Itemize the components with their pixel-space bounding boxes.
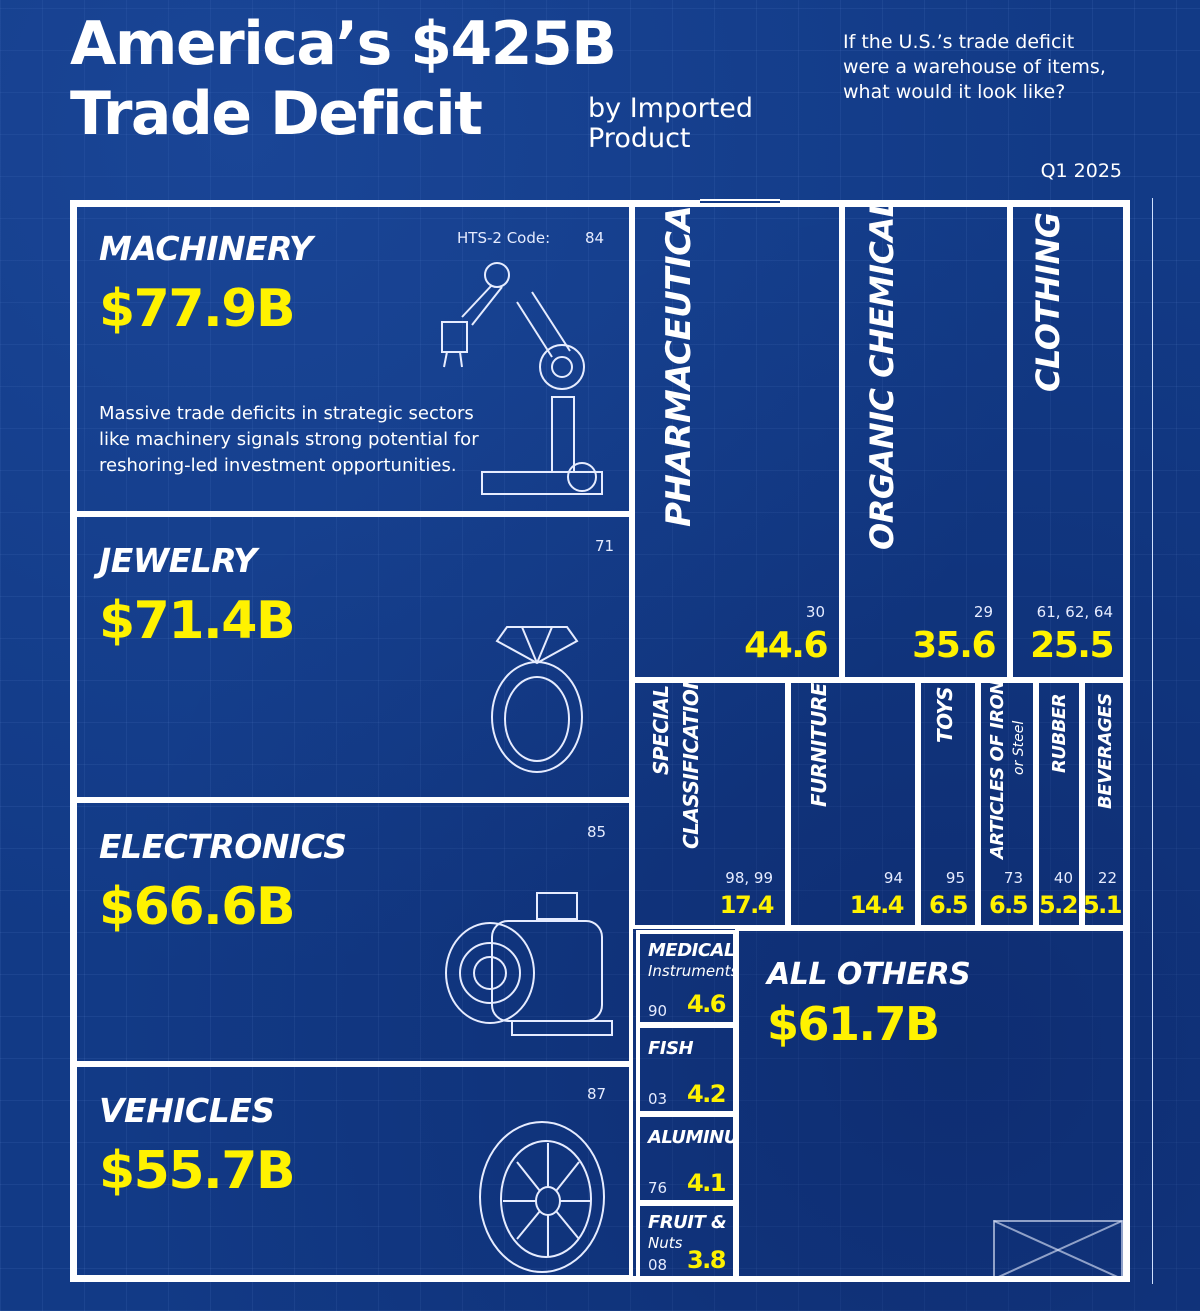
special-code: 98, 99 <box>725 869 773 887</box>
furniture-label: FURNITURE <box>807 683 831 807</box>
aluminum-label: ALUMINUM <box>648 1127 737 1148</box>
jewelry-code: 71 <box>595 537 615 555</box>
tile-articles-of-iron: ARTICLES OF IRON or Steel 73 6.5 <box>977 679 1037 929</box>
furniture-code: 94 <box>883 869 903 887</box>
page-subtitle: by Imported Product <box>588 94 798 154</box>
iron-label-sub: or Steel <box>1011 720 1027 775</box>
fish-value: 4.2 <box>686 1080 727 1108</box>
fruit-value: 3.8 <box>686 1246 727 1274</box>
vehicles-code: 87 <box>587 1085 607 1103</box>
beverages-label: BEVERAGES <box>1095 693 1116 809</box>
intro-question: If the U.S.’s trade deficit were a wareh… <box>843 30 1106 105</box>
tile-electronics: ELECTRONICS $66.6B 85 <box>73 799 633 1065</box>
iron-code: 73 <box>1003 869 1023 887</box>
question-line2: were a warehouse of items, <box>843 56 1106 78</box>
tile-aluminum: ALUMINUM 76 4.1 <box>636 1113 737 1204</box>
note-line2: like machinery signals strong potential … <box>99 429 479 450</box>
tile-fish: FISH 03 4.2 <box>636 1024 737 1115</box>
rubber-code: 40 <box>1053 869 1073 887</box>
special-value: 17.4 <box>719 891 775 919</box>
tile-toys: TOYS 95 6.5 <box>917 679 979 929</box>
toys-code: 95 <box>945 869 965 887</box>
tile-special-classification: SPECIAL CLASSIFICATION 98, 99 17.4 <box>631 679 789 929</box>
tile-clothing: CLOTHING 61, 62, 64 25.5 <box>1009 203 1127 681</box>
pharmaceuticals-code: 30 <box>805 603 825 621</box>
aluminum-code: 76 <box>648 1179 668 1197</box>
fruit-label-sub: Nuts <box>648 1234 683 1252</box>
all-others-value: $61.7B <box>767 997 940 1051</box>
tile-organic-chemicals: ORGANIC CHEMICALS 29 35.6 <box>841 203 1011 681</box>
tile-furniture: FURNITURE 94 14.4 <box>787 679 919 929</box>
aluminum-value: 4.1 <box>686 1169 727 1197</box>
tile-vehicles: VEHICLES $55.7B 87 <box>73 1063 633 1279</box>
medical-value: 4.6 <box>686 990 727 1018</box>
fish-code: 03 <box>648 1090 668 1108</box>
vehicles-value: $55.7B <box>99 1141 296 1201</box>
rubber-label: RUBBER <box>1049 693 1070 773</box>
subtitle-line1: by Imported <box>588 93 754 124</box>
fish-label: FISH <box>648 1038 694 1059</box>
furniture-value: 14.4 <box>849 891 905 919</box>
all-others-label: ALL OTHERS <box>767 957 971 992</box>
tile-fruit-nuts: FRUIT & Nuts 08 3.8 <box>636 1202 737 1280</box>
fruit-code: 08 <box>648 1256 668 1274</box>
machinery-note: Massive trade deficits in strategic sect… <box>99 401 479 479</box>
toys-value: 6.5 <box>928 891 969 919</box>
tile-pharmaceuticals: PHARMACEUTICALS 30 44.6 <box>631 203 843 681</box>
hts-code-label: HTS-2 Code: <box>457 229 551 247</box>
page-title-line1: America’s $425B <box>70 9 617 79</box>
rubber-value: 5.2 <box>1038 891 1079 919</box>
tile-medical-instruments: MEDICAL Instruments 90 4.6 <box>636 930 737 1026</box>
clothing-code: 61, 62, 64 <box>1036 603 1113 621</box>
special-label-1: SPECIAL <box>649 685 673 775</box>
vehicles-label: VEHICLES <box>99 1091 275 1130</box>
beverages-code: 22 <box>1097 869 1117 887</box>
period-label: Q1 2025 <box>1040 160 1122 182</box>
organic-chemicals-label: ORGANIC CHEMICALS <box>863 203 901 550</box>
organic-chemicals-value: 35.6 <box>912 625 996 666</box>
clothing-value: 25.5 <box>1030 625 1114 666</box>
pallet-icon <box>993 1220 1123 1276</box>
machinery-code: 84 <box>585 229 605 247</box>
iron-label: ARTICLES OF IRON <box>987 680 1008 859</box>
medical-label-sub: Instruments <box>648 962 737 980</box>
dimension-line <box>1152 198 1153 1284</box>
electronics-code: 85 <box>587 823 607 841</box>
tile-beverages: BEVERAGES 22 5.1 <box>1081 679 1127 929</box>
tire-icon <box>479 1121 605 1273</box>
tile-jewelry: JEWELRY $71.4B 71 <box>73 513 633 801</box>
iron-value: 6.5 <box>988 891 1029 919</box>
jewelry-value: $71.4B <box>99 591 296 651</box>
medical-label: MEDICAL <box>648 940 735 961</box>
pharmaceuticals-value: 44.6 <box>744 625 828 666</box>
medical-code: 90 <box>648 1002 668 1020</box>
note-line3: reshoring-led investment opportunities. <box>99 455 457 476</box>
ring-icon <box>491 626 583 773</box>
note-line1: Massive trade deficits in strategic sect… <box>99 403 474 424</box>
toys-label: TOYS <box>933 686 957 743</box>
tile-all-others: ALL OTHERS $61.7B <box>735 927 1127 1280</box>
motor-icon <box>445 892 613 1036</box>
special-label-2: CLASSIFICATION <box>679 679 703 849</box>
jewelry-label: JEWELRY <box>99 541 257 580</box>
pharmaceuticals-label: PHARMACEUTICALS <box>659 203 699 527</box>
question-line3: what would it look like? <box>843 81 1066 103</box>
machinery-value: $77.9B <box>99 279 296 339</box>
tile-machinery: MACHINERY $77.9B HTS-2 Code: 84 Massive … <box>73 203 633 515</box>
electronics-label: ELECTRONICS <box>99 827 347 866</box>
fruit-label: FRUIT & <box>648 1212 727 1233</box>
page-title-line2: Trade Deficit <box>70 79 483 149</box>
beverages-value: 5.1 <box>1082 891 1123 919</box>
tile-rubber: RUBBER 40 5.2 <box>1035 679 1083 929</box>
subtitle-line2: Product <box>588 123 691 154</box>
organic-chemicals-code: 29 <box>973 603 993 621</box>
question-line1: If the U.S.’s trade deficit <box>843 31 1075 53</box>
electronics-value: $66.6B <box>99 877 296 937</box>
robot-arm-icon <box>441 262 603 495</box>
machinery-label: MACHINERY <box>99 229 313 268</box>
clothing-label: CLOTHING <box>1029 212 1067 393</box>
